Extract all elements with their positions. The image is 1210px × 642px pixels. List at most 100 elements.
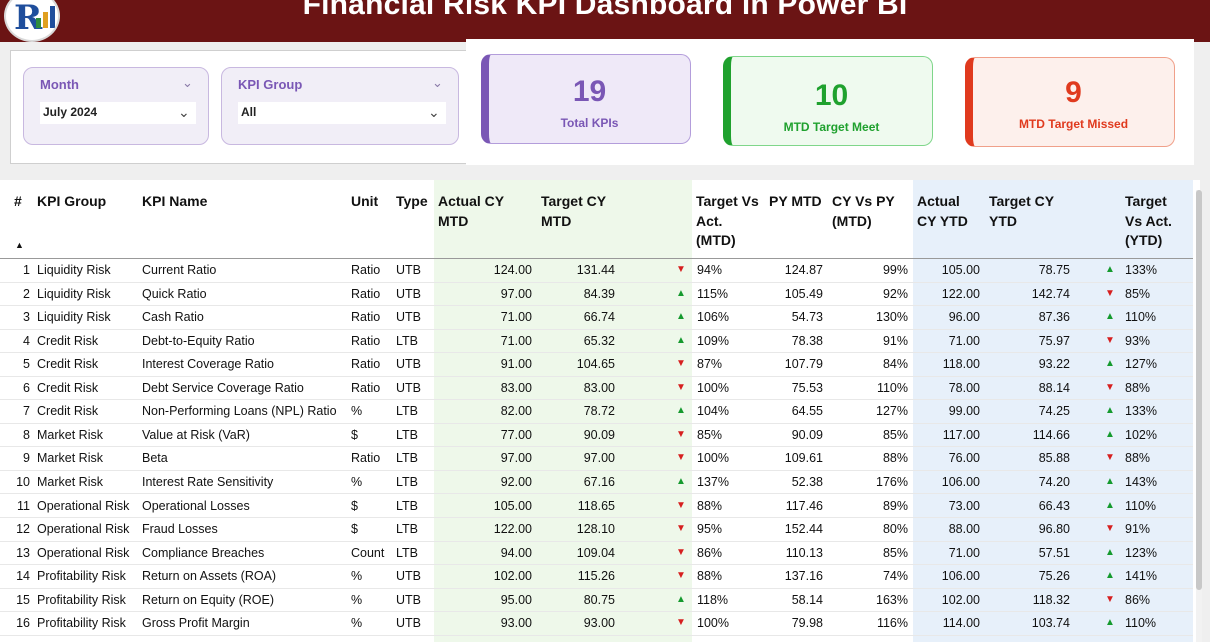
chevron-down-icon[interactable]: ⌄: [432, 75, 443, 90]
sort-ascending-icon[interactable]: ▲: [15, 240, 24, 250]
col-header-target-vs-act-ytd[interactable]: Target Vs Act. (YTD): [1125, 193, 1172, 248]
cell-target-cy-mtd: 109.04: [576, 545, 615, 560]
mtd-target-meet-card[interactable]: 10 MTD Target Meet: [723, 56, 933, 146]
cell-type: UTB: [396, 569, 421, 584]
cell-target-vs-act-ytd: 91%: [1125, 522, 1151, 537]
cell-py-mtd: 137.16: [784, 569, 823, 584]
col-header-unit[interactable]: Unit: [351, 193, 379, 209]
col-header-kpi-name[interactable]: KPI Name: [142, 193, 208, 209]
arrow-up-icon: ▲: [676, 334, 686, 346]
arrow-up-icon: ▲: [1105, 428, 1115, 440]
cell-kpi-name: Value at Risk (VaR): [142, 427, 250, 442]
col-header-py-mtd[interactable]: PY MTD: [769, 193, 822, 209]
col-header-target-vs-act-mtd[interactable]: Target Vs Act. (MTD): [696, 193, 759, 248]
arrow-down-icon: ▼: [676, 428, 686, 440]
kpi-group-slicer[interactable]: KPI Group ⌄ All ⌄: [221, 67, 459, 145]
table-row[interactable]: 3 Liquidity Risk Cash Ratio Ratio UTB 71.00 66…: [0, 306, 1193, 330]
cell-unit: Ratio: [351, 451, 381, 466]
cell-actual-cy-ytd: 96.00: [948, 310, 980, 325]
cell-actual-cy-mtd: 92.00: [500, 474, 532, 489]
cell-num: 8: [23, 427, 30, 442]
table-row[interactable]: 10 Market Risk Interest Rate Sensitivity% L…: [0, 471, 1193, 495]
cell-target-cy-mtd: 131.44: [576, 263, 615, 277]
cell-py-mtd: 58.14: [791, 592, 823, 607]
cell-kpi-group: Liquidity Risk: [37, 286, 111, 301]
cell-target-vs-act-ytd: 88%: [1125, 451, 1151, 466]
cell-target-cy-ytd: 103.74: [1031, 616, 1070, 631]
cell-target-cy-ytd: 85.88: [1038, 451, 1070, 466]
cell-unit: %: [351, 592, 363, 607]
table-row[interactable]: 2 Liquidity Risk Quick Ratio Ratio UTB 97.00 8…: [0, 283, 1193, 307]
arrow-down-icon: ▼: [1105, 523, 1115, 535]
page-title: Financial Risk KPI Dashboard in Power BI: [302, 0, 908, 21]
cell-actual-cy-mtd: 83.00: [500, 380, 532, 395]
table-row[interactable]: 11 Operational Risk Operational Losses $ LTB…: [0, 495, 1193, 518]
table-row[interactable]: 1 Liquidity Risk Current Ratio Ratio UTB 124.…: [0, 259, 1193, 283]
col-header-actual-cy-ytd[interactable]: Actual CY YTD: [917, 193, 968, 229]
cell-num: 9: [23, 451, 30, 466]
cell-target-vs-act-ytd: 93%: [1125, 333, 1151, 348]
cell-num: 5: [23, 357, 30, 372]
cell-kpi-name: Compliance Breaches: [142, 545, 265, 560]
col-header-num[interactable]: #: [14, 193, 22, 209]
table-row[interactable]: 14 Profitability Risk Return on Assets (RO…: [0, 565, 1193, 589]
table-row[interactable]: 15 Profitability Risk Return on Equity (RO…: [0, 589, 1193, 613]
cell-actual-cy-mtd: 122.00: [493, 522, 532, 537]
cell-target-cy-ytd: 96.80: [1038, 522, 1070, 537]
cell-target-vs-act-ytd: 141%: [1125, 569, 1157, 584]
table-row[interactable]: 12 Operational Risk Fraud Losses $ LTB 122.00…: [0, 518, 1193, 542]
arrow-up-icon: ▲: [1105, 264, 1115, 275]
cell-cy-vs-py-mtd: 176%: [876, 474, 908, 489]
chevron-down-icon[interactable]: ⌄: [182, 75, 193, 90]
logo-bar-icon: [50, 6, 55, 28]
cell-num: 16: [16, 616, 30, 631]
mtd-target-missed-card[interactable]: 9 MTD Target Missed: [965, 57, 1175, 147]
cell-py-mtd: 79.98: [791, 616, 823, 631]
cell-target-vs-act-mtd: 118%: [697, 592, 729, 607]
cell-actual-cy-ytd: 106.00: [941, 474, 980, 489]
total-kpis-card[interactable]: 19 Total KPIs: [481, 54, 691, 144]
cell-target-cy-ytd: 75.97: [1038, 333, 1070, 348]
scrollbar-thumb[interactable]: [1196, 190, 1202, 590]
cell-actual-cy-ytd: 99.00: [948, 404, 980, 419]
arrow-up-icon: ▲: [1105, 546, 1115, 558]
col-header-actual-cy-mtd[interactable]: Actual CY MTD: [438, 193, 504, 229]
cell-cy-vs-py-mtd: 89%: [882, 498, 908, 513]
cell-target-cy-ytd: 57.51: [1038, 545, 1070, 560]
table-row[interactable]: 16 Profitability Risk Gross Profit Margin%…: [0, 612, 1193, 636]
month-slicer[interactable]: Month ⌄ July 2024 ⌄: [23, 67, 209, 145]
col-header-target-cy-mtd[interactable]: Target CY MTD: [541, 193, 606, 229]
cell-unit: Ratio: [351, 380, 381, 395]
month-slicer-title: Month: [40, 77, 79, 92]
col-header-target-cy-ytd[interactable]: Target CY YTD: [989, 193, 1054, 229]
cell-actual-cy-mtd: 95.00: [500, 592, 532, 607]
cell-type: UTB: [396, 592, 421, 607]
cell-actual-cy-mtd: 97.00: [500, 451, 532, 466]
table-row[interactable]: 4 Credit Risk Debt-to-Equity Ratio Ratio LTB…: [0, 330, 1193, 354]
chevron-down-icon[interactable]: ⌄: [428, 104, 440, 120]
cell-kpi-group: Profitability Risk: [37, 569, 126, 584]
cell-target-vs-act-ytd: 85%: [1125, 286, 1151, 301]
table-row[interactable]: 6 Credit Risk Debt Service Coverage Ratio R…: [0, 377, 1193, 401]
col-header-cy-vs-py-mtd[interactable]: CY Vs PY (MTD): [832, 193, 895, 229]
cell-target-cy-ytd: 93.22: [1038, 357, 1070, 372]
col-header-type[interactable]: Type: [396, 193, 428, 209]
col-header-kpi-group[interactable]: KPI Group: [37, 193, 107, 209]
arrow-down-icon: ▼: [676, 617, 686, 629]
chevron-down-icon[interactable]: ⌄: [178, 104, 190, 120]
cell-cy-vs-py-mtd: 130%: [876, 310, 908, 325]
table-row[interactable]: 8 Market Risk Value at Risk (VaR) $ LTB 77.00…: [0, 424, 1193, 448]
cell-target-cy-mtd: 84.39: [583, 286, 615, 301]
cell-target-cy-mtd: 78.72: [583, 404, 615, 419]
table-row[interactable]: 9 Market Risk Beta Ratio LTB 97.00 97.00 100% 10…: [0, 447, 1193, 471]
table-row[interactable]: 7 Credit Risk Non-Performing Loans (NPL) R…: [0, 400, 1193, 424]
cell-num: 15: [16, 592, 30, 607]
cell-kpi-name: Debt-to-Equity Ratio: [142, 333, 255, 348]
cell-target-cy-mtd: 83.00: [583, 380, 615, 395]
month-dropdown[interactable]: July 2024 ⌄: [40, 102, 196, 124]
kpi-group-dropdown[interactable]: All ⌄: [238, 102, 446, 124]
table-row[interactable]: 13 Operational Risk Compliance Breaches Cou…: [0, 542, 1193, 566]
cell-unit: $: [351, 522, 358, 537]
table-row[interactable]: 5 Credit Risk Interest Coverage Ratio Ratio…: [0, 353, 1193, 377]
arrow-up-icon: ▲: [1105, 570, 1115, 582]
